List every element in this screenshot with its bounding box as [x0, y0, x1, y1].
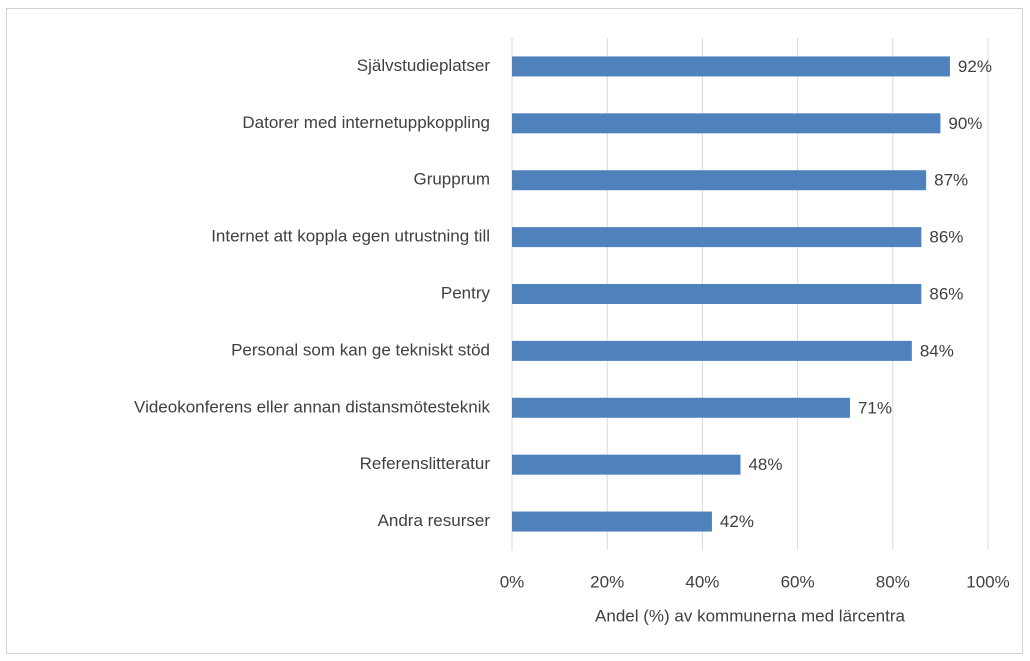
- bar: [512, 284, 922, 304]
- x-tick-label: 0%: [500, 572, 525, 591]
- bar: [512, 56, 950, 77]
- data-label: 87%: [934, 171, 968, 190]
- data-label: 90%: [948, 114, 982, 133]
- x-tick-label: 80%: [876, 572, 910, 591]
- x-tick-label: 20%: [590, 572, 624, 591]
- bar: [512, 454, 741, 475]
- data-label: 92%: [958, 57, 992, 76]
- bar: [512, 170, 927, 191]
- data-label: 42%: [720, 512, 754, 531]
- data-label: 86%: [929, 284, 963, 303]
- bar: [512, 340, 912, 361]
- data-label: 84%: [920, 341, 954, 360]
- x-tick-label: 40%: [685, 572, 719, 591]
- bar: [512, 227, 922, 248]
- data-label: 48%: [748, 455, 782, 474]
- chart-frame: [6, 8, 1023, 654]
- bar: [512, 511, 712, 532]
- y-tick-label: Pentry: [441, 283, 491, 302]
- data-label: 86%: [929, 228, 963, 247]
- y-tick-label: Andra resurser: [378, 511, 491, 530]
- y-tick-label: Datorer med internetuppkoppling: [242, 113, 490, 132]
- bar: [512, 113, 941, 134]
- y-tick-label: Grupprum: [413, 170, 490, 189]
- y-tick-label: Personal som kan ge tekniskt stöd: [231, 340, 490, 359]
- data-label: 71%: [858, 398, 892, 417]
- x-tick-label: 60%: [781, 572, 815, 591]
- y-tick-label: Internet att koppla egen utrustning till: [211, 227, 490, 246]
- x-axis-label: Andel (%) av kommunerna med lärcentra: [595, 606, 905, 625]
- x-tick-label: 100%: [966, 572, 1009, 591]
- y-tick-label: Självstudieplatser: [357, 56, 491, 75]
- bar: [512, 397, 850, 418]
- y-tick-label: Videokonferens eller annan distansmötest…: [134, 397, 490, 416]
- y-tick-label: Referenslitteratur: [360, 454, 491, 473]
